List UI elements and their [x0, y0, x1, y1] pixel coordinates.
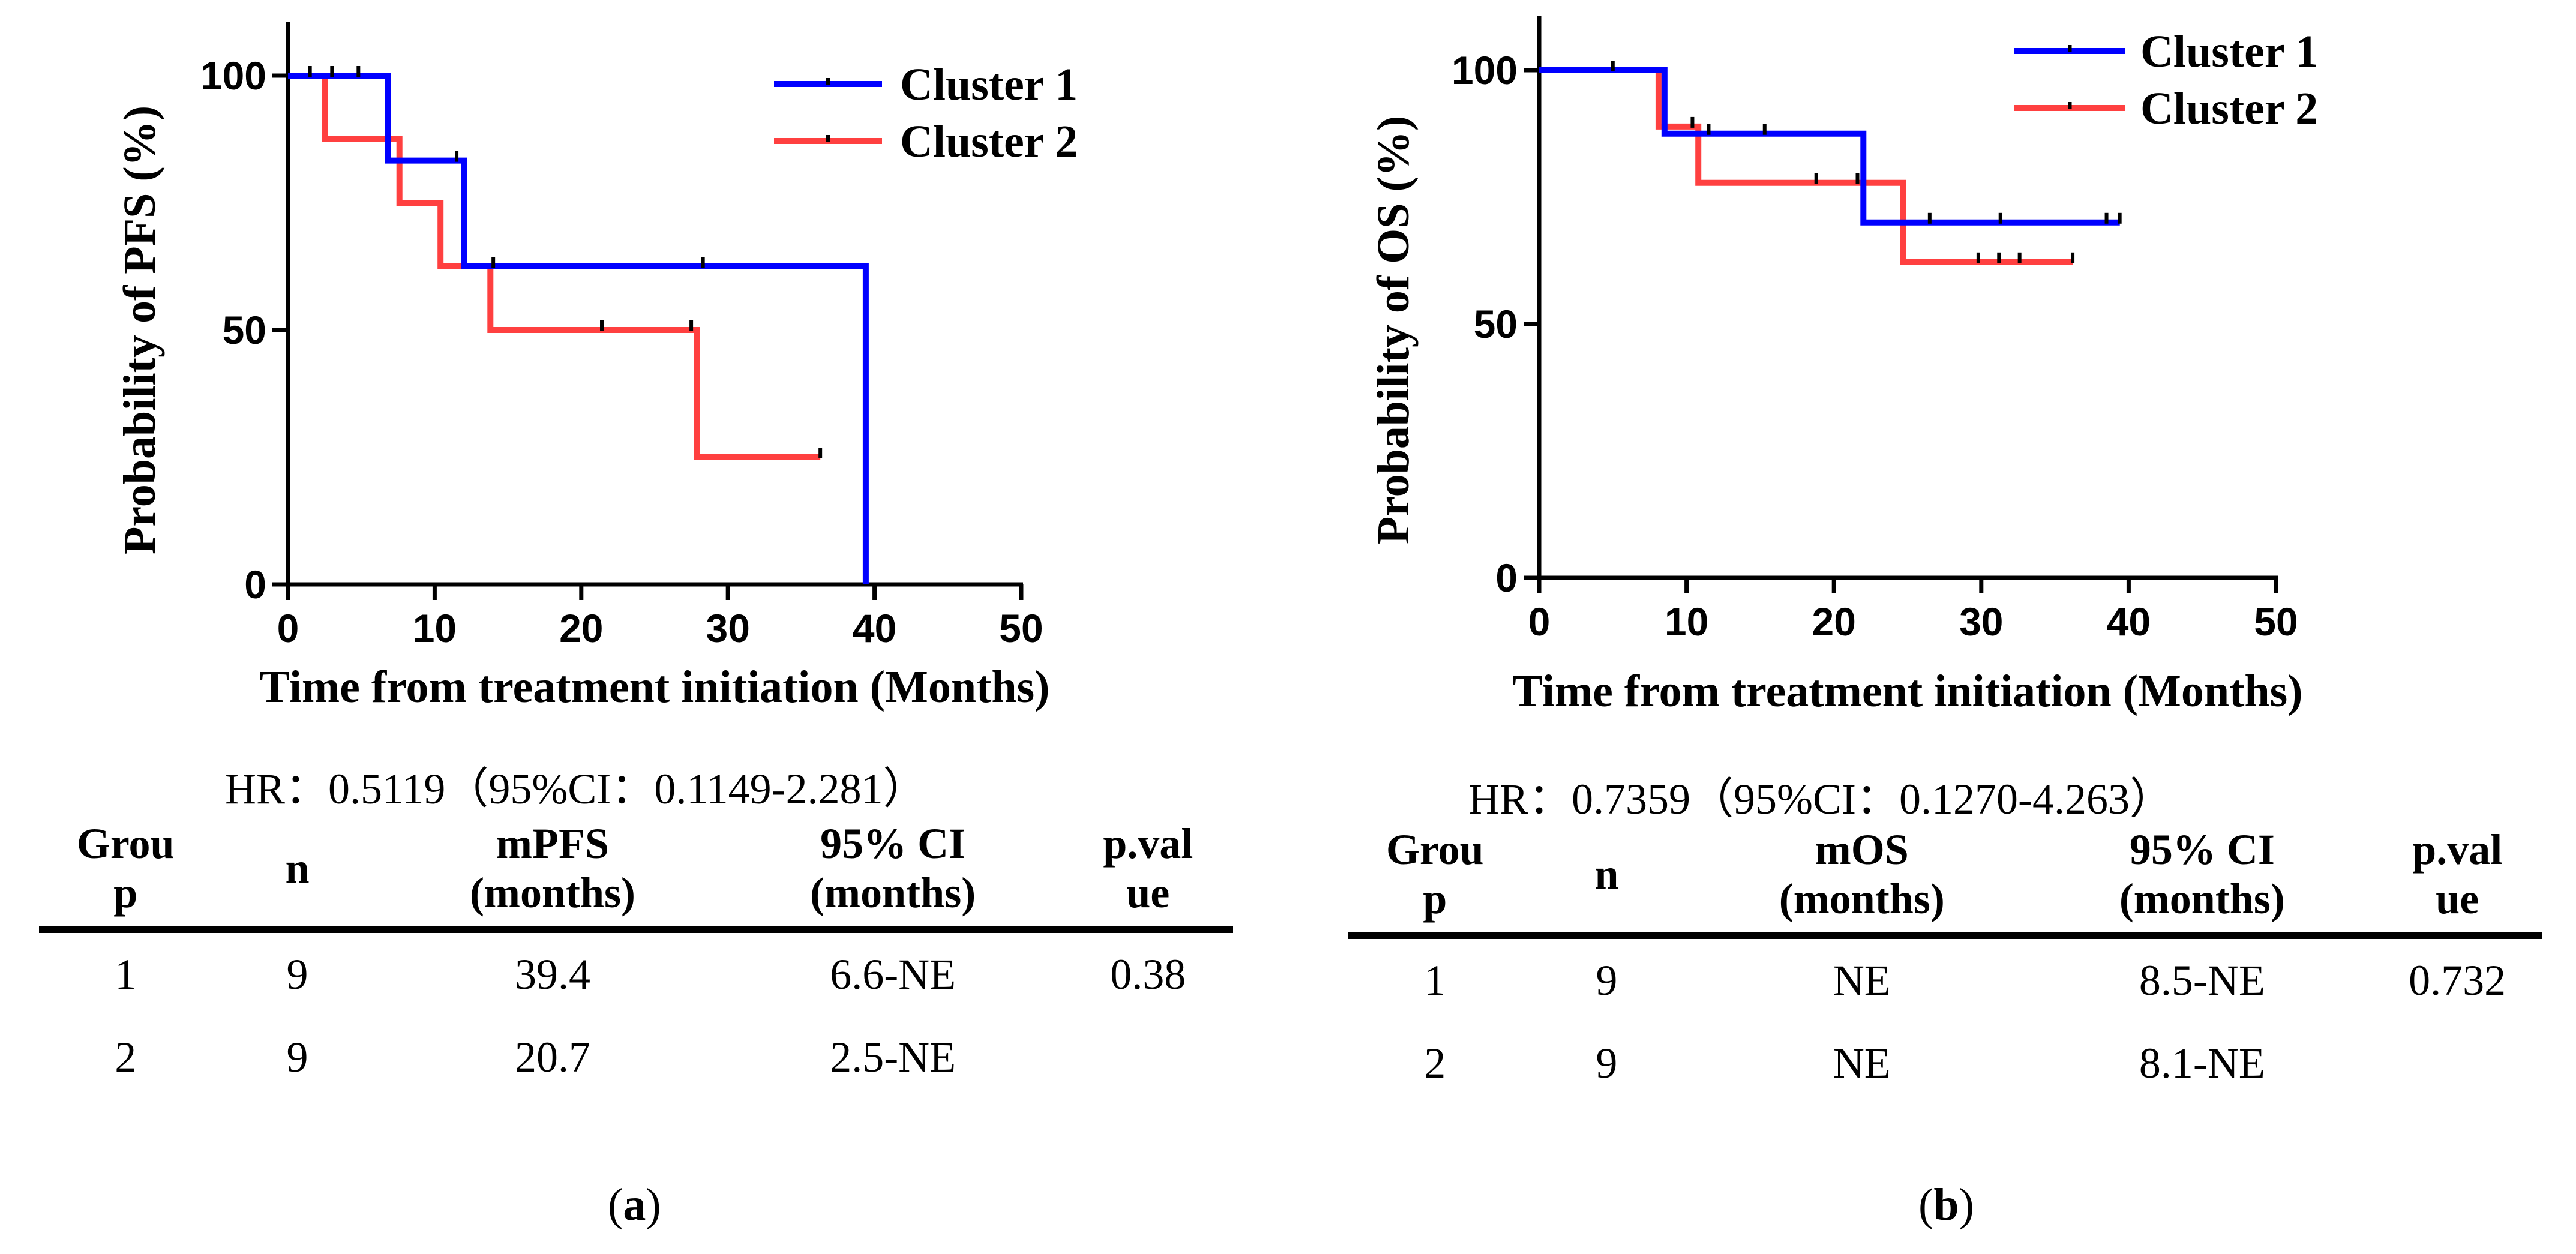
- y-axis-label: Probability of OS (%): [1368, 116, 1419, 544]
- stats-table: Grou p n mOS (months) 95% CI (months) p.val…: [1348, 825, 2542, 1105]
- legend-label: Cluster 1: [900, 59, 1078, 110]
- axes: 0 10 20 30 40 50 0 50 100: [200, 22, 1043, 650]
- survival-curve: [288, 73, 821, 460]
- header-ci: 95% CI (months): [722, 819, 1063, 933]
- table-row: 2 9 NE 8.1-NE: [1348, 1022, 2542, 1105]
- header-n: n: [1521, 825, 1692, 939]
- survival-curve: [1539, 67, 2120, 226]
- header-group: Grou p: [1348, 825, 1522, 939]
- x-tick-label: 20: [559, 606, 603, 650]
- cell-group: 1: [1424, 956, 1446, 1004]
- table-header-row: Grou p n mOS (months) 95% CI (months) p.val…: [1348, 825, 2542, 939]
- cell-pvalue: [1063, 1016, 1233, 1099]
- x-tick-label: 50: [2254, 599, 2298, 644]
- hr-text: HR：0.7359（95%CI：0.1270-4.263）: [1468, 775, 2173, 823]
- caption-a: (a): [608, 1180, 661, 1230]
- header-pvalue: p.val ue: [1063, 819, 1233, 933]
- panel-a: 0 10 20 30 40 50 0 50 100 Time from treatment ini…: [39, 22, 1233, 1230]
- legend-label: Cluster 2: [900, 116, 1078, 167]
- table-row: 2 9 20.7 2.5-NE: [39, 1016, 1233, 1099]
- table-row: 1 9 39.4 6.6-NE 0.38: [39, 929, 1233, 1016]
- legend: Cluster 1 Cluster 2: [774, 59, 1078, 167]
- caption-b: (b): [1918, 1180, 1974, 1230]
- series-1: [1539, 61, 2122, 226]
- cell-group: 1: [115, 950, 137, 998]
- cell-ci: 8.1-NE: [2139, 1039, 2265, 1087]
- os-chart: 0 10 20 30 40 50 0 50 100 Time from treatment ini…: [1368, 16, 2318, 716]
- cell-group: 2: [1424, 1039, 1446, 1087]
- y-tick-label: 50: [223, 308, 266, 352]
- legend: Cluster 1 Cluster 2: [2014, 26, 2318, 134]
- table-row: 1 9 NE 8.5-NE 0.732: [1348, 935, 2542, 1022]
- x-axis-label: Time from treatment initiation (Months): [259, 662, 1049, 712]
- cell-ci: 6.6-NE: [830, 950, 956, 998]
- axes: 0 10 20 30 40 50 0 50 100: [1452, 16, 2298, 644]
- y-tick-label: 0: [1495, 556, 1518, 600]
- y-tick-label: 100: [200, 53, 266, 98]
- header-group: Grou p: [39, 819, 212, 933]
- cell-pvalue: 0.732: [2409, 956, 2506, 1004]
- panel-b: 0 10 20 30 40 50 0 50 100 Time from treatment ini…: [1288, 0, 2576, 1254]
- x-tick-label: 50: [999, 606, 1043, 650]
- legend-label: Cluster 1: [2140, 26, 2318, 77]
- cell-ci: 2.5-NE: [830, 1033, 956, 1081]
- x-tick-label: 0: [1528, 599, 1551, 644]
- x-tick-label: 40: [853, 606, 896, 650]
- header-n: n: [212, 819, 383, 933]
- y-tick-label: 100: [1452, 48, 1518, 92]
- x-tick-label: 0: [277, 606, 299, 650]
- header-median: mOS (months): [1692, 825, 2032, 939]
- cell-median: NE: [1833, 956, 1891, 1004]
- series-2: [1539, 67, 2075, 265]
- header-ci: 95% CI (months): [2032, 825, 2373, 939]
- x-tick-label: 10: [413, 606, 457, 650]
- stats-table: Grou p n mPFS (months) 95% CI (months) p.va…: [39, 819, 1233, 1099]
- cell-n: 9: [1596, 956, 1618, 1004]
- header-median: mPFS (months): [382, 819, 723, 933]
- x-tick-label: 20: [1812, 599, 1855, 644]
- x-tick-label: 40: [2107, 599, 2151, 644]
- x-axis-label: Time from treatment initiation (Months): [1512, 666, 2302, 716]
- series-2: [288, 73, 823, 460]
- y-tick-label: 0: [244, 562, 266, 607]
- cell-n: 9: [1596, 1039, 1618, 1087]
- survival-curve: [288, 73, 869, 584]
- survival-curve: [1539, 67, 2073, 265]
- table-header-row: Grou p n mPFS (months) 95% CI (months) p.va…: [39, 819, 1233, 933]
- cell-median: 39.4: [515, 950, 591, 998]
- series-1: [288, 66, 869, 584]
- cell-group: 2: [115, 1033, 137, 1081]
- cell-median: NE: [1833, 1039, 1891, 1087]
- hr-text: HR：0.5119（95%CI：0.1149-2.281）: [225, 765, 926, 813]
- cell-n: 9: [286, 1033, 308, 1081]
- legend-label: Cluster 2: [2140, 83, 2318, 134]
- y-tick-label: 50: [1474, 302, 1518, 346]
- x-tick-label: 10: [1665, 599, 1708, 644]
- cell-pvalue: 0.38: [1110, 950, 1186, 998]
- x-tick-label: 30: [1959, 599, 2003, 644]
- x-tick-label: 30: [706, 606, 749, 650]
- pfs-chart: 0 10 20 30 40 50 0 50 100 Time from treatment ini…: [115, 22, 1078, 712]
- y-axis-label: Probability of PFS (%): [115, 106, 165, 554]
- cell-n: 9: [286, 950, 308, 998]
- cell-median: 20.7: [515, 1033, 591, 1081]
- cell-pvalue: [2372, 1022, 2542, 1105]
- cell-ci: 8.5-NE: [2139, 956, 2265, 1004]
- header-pvalue: p.val ue: [2372, 825, 2542, 939]
